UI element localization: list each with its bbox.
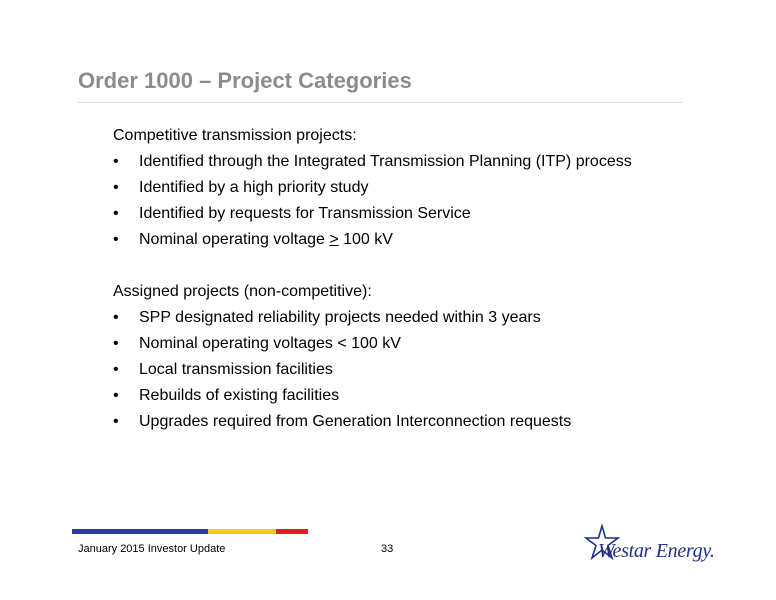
list-item: • Identified by requests for Transmissio…	[113, 204, 733, 224]
voltage-item-text: Nominal operating voltage > 100 kV	[139, 230, 393, 250]
greater-equal-sign: >	[329, 231, 339, 248]
list-item-text: Nominal operating voltages < 100 kV	[139, 335, 401, 352]
bullet: •	[113, 231, 119, 248]
bullet: •	[113, 153, 119, 170]
voltage-prefix: Nominal operating voltage	[139, 231, 330, 248]
list-item: • SPP designated reliability projects ne…	[113, 308, 733, 328]
list-item-text: Identified by a high priority study	[139, 179, 369, 196]
bullet: •	[113, 387, 119, 404]
footer-text: January 2015 Investor Update	[78, 543, 226, 555]
star-icon	[583, 523, 621, 561]
bullet: •	[113, 413, 119, 430]
bullet: •	[113, 179, 119, 196]
footer-bar-blue	[72, 529, 208, 534]
assigned-section: Assigned projects (non-competitive): • S…	[113, 282, 733, 438]
list-item: • Nominal operating voltages < 100 kV	[113, 334, 733, 354]
slide-title: Order 1000 – Project Categories	[78, 68, 412, 93]
list-item-text: Local transmission facilities	[139, 361, 333, 378]
bullet: •	[113, 205, 119, 222]
footer-bar-yellow	[208, 529, 276, 534]
page-number: 33	[381, 543, 394, 555]
title-divider	[78, 102, 682, 103]
list-item: • Nominal operating voltage > 100 kV	[113, 230, 733, 250]
footer-bar-red	[276, 529, 308, 534]
list-item-text: Upgrades required from Generation Interc…	[139, 413, 572, 430]
list-item-text: SPP designated reliability projects need…	[139, 309, 541, 326]
list-item-text: Identified by requests for Transmission …	[139, 205, 471, 222]
bullet: •	[113, 335, 119, 352]
bullet: •	[113, 309, 119, 326]
competitive-list: • Identified through the Integrated Tran…	[113, 152, 733, 250]
logo-wordmark: Westar Energy.	[598, 540, 715, 562]
bullet: •	[113, 361, 119, 378]
list-item: • Local transmission facilities	[113, 360, 733, 380]
list-item-text: Rebuilds of existing facilities	[139, 387, 340, 404]
competitive-heading: Competitive transmission projects:	[113, 127, 357, 144]
company-logo: Westar Energy.	[580, 522, 720, 568]
list-item: • Rebuilds of existing facilities	[113, 386, 733, 406]
list-item: • Identified by a high priority study	[113, 178, 733, 198]
list-item-text: Identified through the Integrated Transm…	[139, 153, 632, 170]
list-item: • Upgrades required from Generation Inte…	[113, 412, 733, 432]
voltage-suffix: 100 kV	[338, 231, 393, 248]
assigned-heading: Assigned projects (non-competitive):	[113, 283, 372, 300]
list-item: • Identified through the Integrated Tran…	[113, 152, 733, 172]
competitive-section: Competitive transmission projects: • Ide…	[113, 126, 733, 256]
assigned-list: • SPP designated reliability projects ne…	[113, 308, 733, 432]
